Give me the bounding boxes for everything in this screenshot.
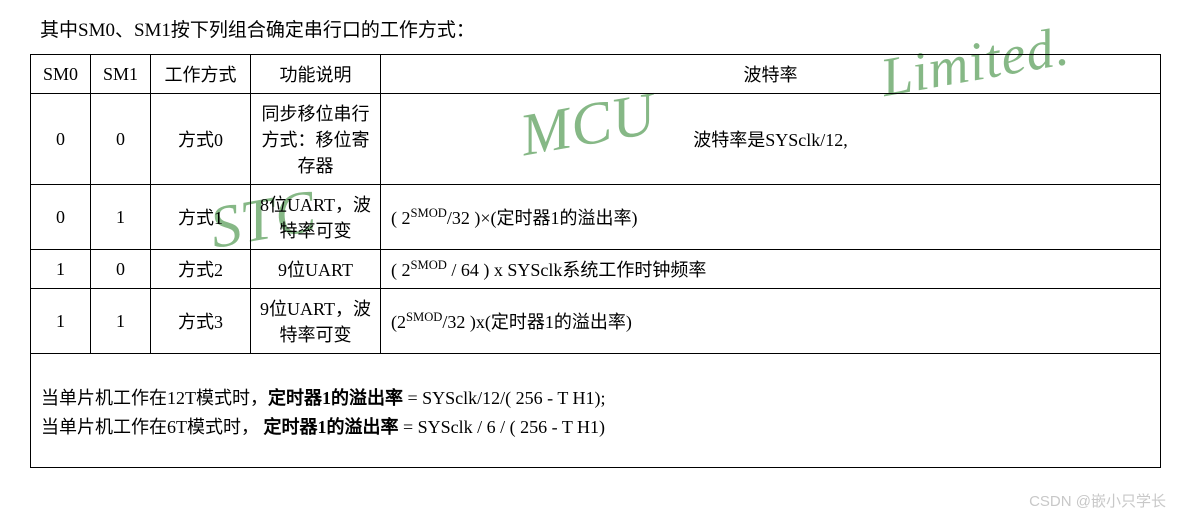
footer-line1-a: 当单片机工作在12T模式时， — [41, 388, 268, 408]
cell-baud: (2SMOD/32 )x(定时器1的溢出率) — [381, 289, 1161, 354]
cell-sm1: 0 — [91, 250, 151, 289]
cell-mode: 方式3 — [151, 289, 251, 354]
table-header-row: SM0 SM1 工作方式 功能说明 波特率 — [31, 55, 1161, 94]
cell-baud: 波特率是SYSclk/12, — [381, 94, 1161, 185]
cell-desc: 9位UART — [251, 250, 381, 289]
mode-table: SM0 SM1 工作方式 功能说明 波特率 00方式0同步移位串行方式：移位寄存… — [30, 54, 1161, 468]
table-row: 11方式39位UART，波特率可变(2SMOD/32 )x(定时器1的溢出率) — [31, 289, 1161, 354]
footer-line1-b: 定时器1的溢出率 — [268, 388, 403, 408]
cell-baud: ( 2SMOD/32 )×(定时器1的溢出率) — [381, 185, 1161, 250]
table-row: 01方式18位UART，波特率可变( 2SMOD/32 )×(定时器1的溢出率) — [31, 185, 1161, 250]
footer-cell: 当单片机工作在12T模式时，定时器1的溢出率 = SYSclk/12/( 256… — [31, 354, 1161, 468]
header-sm1: SM1 — [91, 55, 151, 94]
csdn-watermark: CSDN @嵌小只学长 — [1029, 490, 1166, 511]
cell-mode: 方式1 — [151, 185, 251, 250]
cell-mode: 方式0 — [151, 94, 251, 185]
header-desc: 功能说明 — [251, 55, 381, 94]
cell-sm0: 0 — [31, 185, 91, 250]
cell-sm1: 1 — [91, 289, 151, 354]
cell-mode: 方式2 — [151, 250, 251, 289]
cell-baud: ( 2SMOD / 64 ) x SYSclk系统工作时钟频率 — [381, 250, 1161, 289]
footer-line2-a: 当单片机工作在6T模式时， — [41, 417, 264, 437]
cell-sm0: 1 — [31, 289, 91, 354]
cell-sm1: 0 — [91, 94, 151, 185]
header-mode: 工作方式 — [151, 55, 251, 94]
intro-text: 其中SM0、SM1按下列组合确定串行口的工作方式： — [40, 15, 1161, 42]
cell-sm0: 1 — [31, 250, 91, 289]
cell-desc: 8位UART，波特率可变 — [251, 185, 381, 250]
cell-sm0: 0 — [31, 94, 91, 185]
header-baud: 波特率 — [381, 55, 1161, 94]
cell-sm1: 1 — [91, 185, 151, 250]
footer-line1-c: = SYSclk/12/( 256 - T H1); — [403, 388, 606, 408]
footer-line2-b: 定时器1的溢出率 — [264, 417, 399, 437]
footer-line2-c: = SYSclk / 6 / ( 256 - T H1) — [399, 417, 606, 437]
header-sm0: SM0 — [31, 55, 91, 94]
cell-desc: 同步移位串行方式：移位寄存器 — [251, 94, 381, 185]
cell-desc: 9位UART，波特率可变 — [251, 289, 381, 354]
table-row: 10方式29位UART( 2SMOD / 64 ) x SYSclk系统工作时钟… — [31, 250, 1161, 289]
table-row: 00方式0同步移位串行方式：移位寄存器波特率是SYSclk/12, — [31, 94, 1161, 185]
